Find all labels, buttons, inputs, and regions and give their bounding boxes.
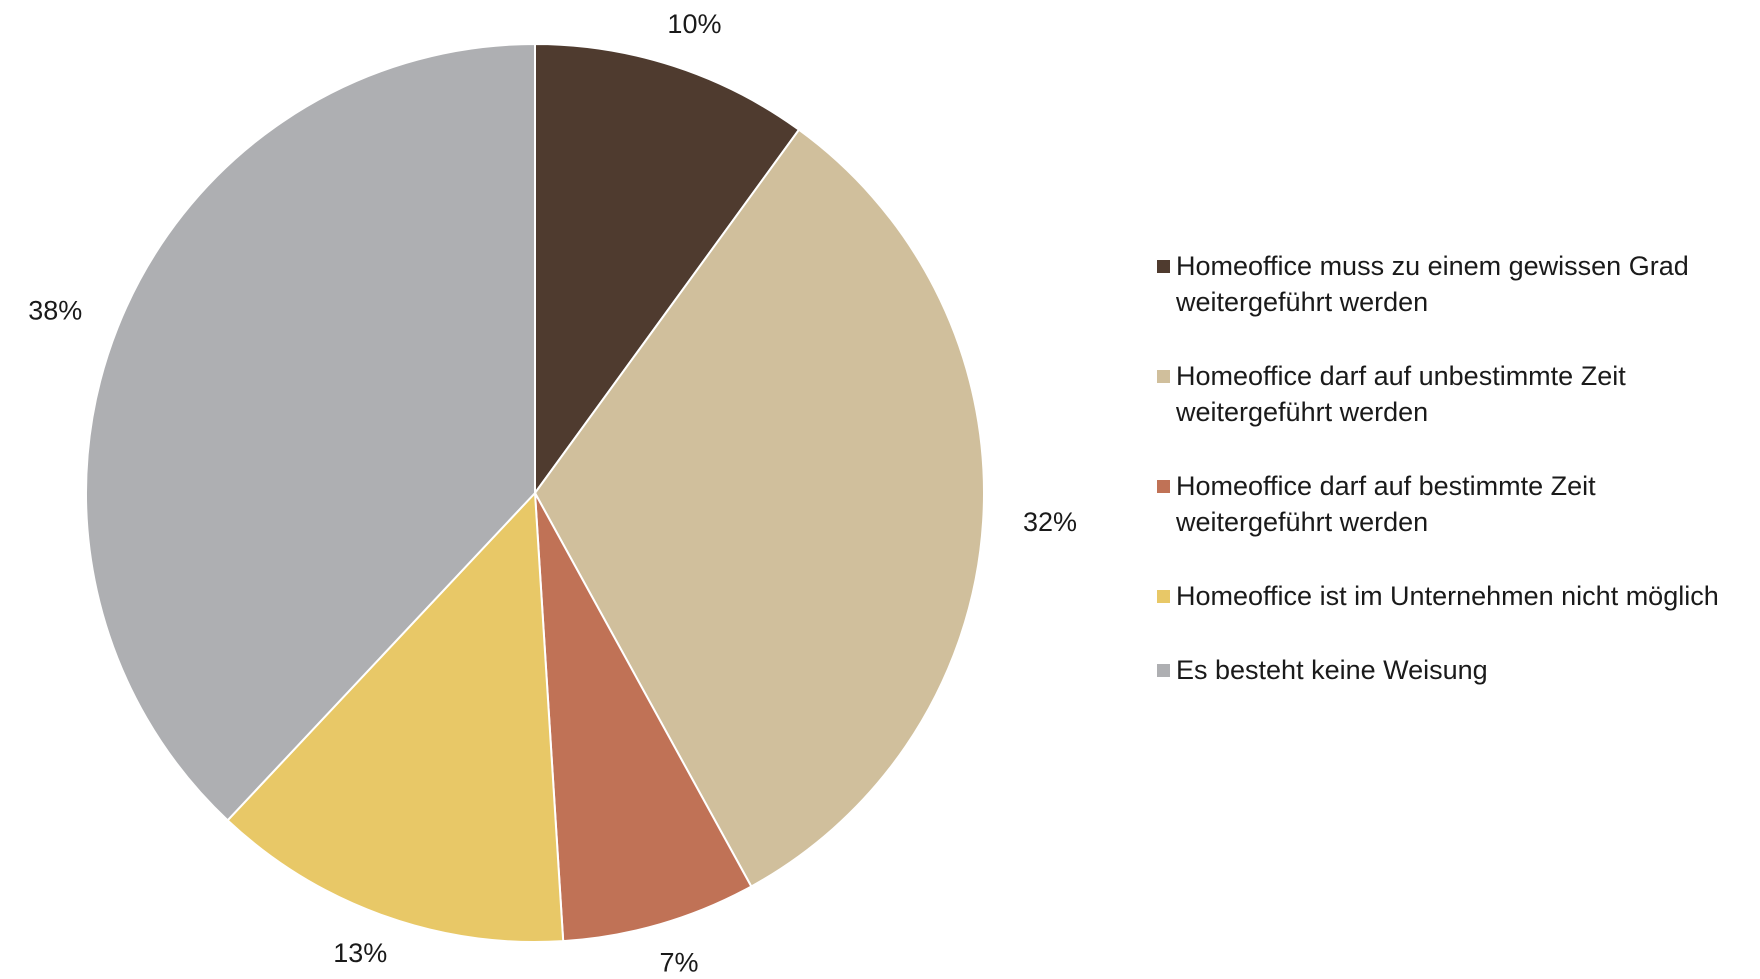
legend-swatch: [1157, 260, 1170, 273]
legend-label: Homeoffice darf auf bestimmte Zeit weite…: [1176, 471, 1596, 537]
legend-item: Homeoffice muss zu einem gewissen Grad w…: [1157, 248, 1727, 320]
legend-item: Homeoffice ist im Unternehmen nicht mögl…: [1157, 578, 1727, 614]
legend-label: Homeoffice ist im Unternehmen nicht mögl…: [1176, 581, 1719, 611]
legend-item: Homeoffice darf auf bestimmte Zeit weite…: [1157, 468, 1727, 540]
pie-slice: [534, 492, 753, 943]
data-label: 10%: [667, 9, 721, 39]
legend-item: Homeoffice darf auf unbestimmte Zeit wei…: [1157, 358, 1727, 430]
legend-label: Homeoffice muss zu einem gewissen Grad w…: [1176, 251, 1689, 317]
legend-swatch: [1157, 370, 1170, 383]
data-label: 13%: [333, 938, 387, 968]
legend-label: Es besteht keine Weisung: [1176, 655, 1488, 685]
legend-label: Homeoffice darf auf unbestimmte Zeit wei…: [1176, 361, 1626, 427]
legend-item: Es besteht keine Weisung: [1157, 652, 1727, 688]
legend: Homeoffice muss zu einem gewissen Grad w…: [1157, 248, 1727, 726]
data-label: 32%: [1023, 507, 1077, 537]
legend-swatch: [1157, 664, 1170, 677]
pie-slice: [533, 128, 985, 888]
pie-slice: [534, 42, 801, 497]
legend-swatch: [1157, 480, 1170, 493]
data-label: 38%: [28, 295, 82, 325]
data-label: 7%: [659, 948, 698, 978]
pie-slice: [226, 490, 565, 943]
pie-slice: [85, 42, 536, 822]
legend-swatch: [1157, 590, 1170, 603]
